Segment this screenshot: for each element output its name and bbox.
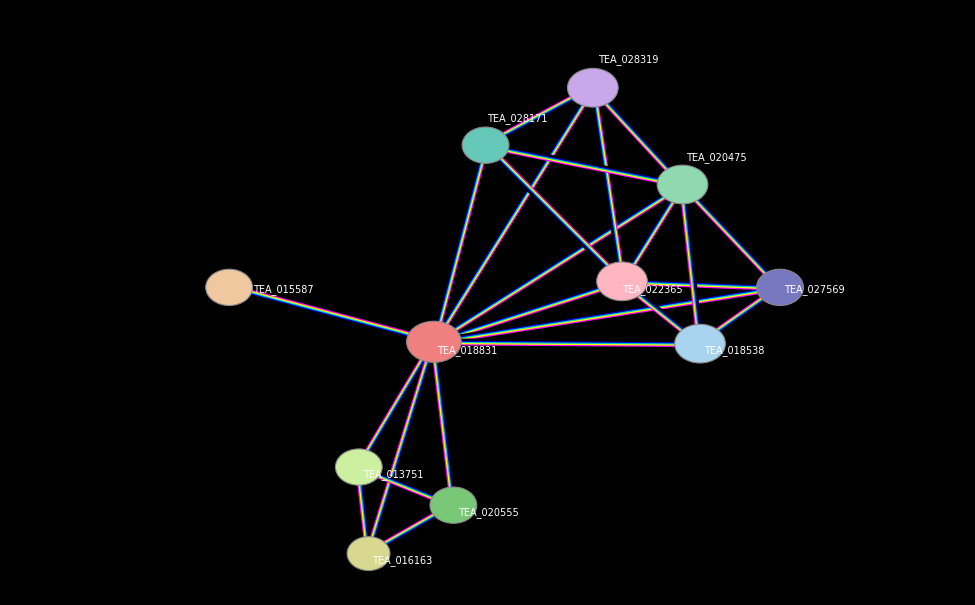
- Ellipse shape: [675, 324, 725, 363]
- Ellipse shape: [407, 321, 461, 362]
- Text: TEA_028319: TEA_028319: [598, 54, 658, 65]
- Text: TEA_018831: TEA_018831: [437, 345, 497, 356]
- Ellipse shape: [567, 68, 618, 107]
- Ellipse shape: [757, 269, 803, 306]
- Text: TEA_015587: TEA_015587: [254, 284, 314, 295]
- Text: TEA_020555: TEA_020555: [458, 507, 519, 518]
- Text: TEA_022365: TEA_022365: [622, 284, 682, 295]
- Ellipse shape: [206, 269, 253, 306]
- Ellipse shape: [597, 262, 647, 301]
- Text: TEA_020475: TEA_020475: [686, 152, 747, 163]
- Text: TEA_016163: TEA_016163: [372, 555, 433, 566]
- Text: TEA_027569: TEA_027569: [784, 284, 844, 295]
- Ellipse shape: [462, 127, 509, 163]
- Text: TEA_028171: TEA_028171: [488, 113, 548, 124]
- Ellipse shape: [347, 537, 390, 571]
- Ellipse shape: [430, 487, 477, 523]
- Ellipse shape: [657, 165, 708, 204]
- Ellipse shape: [335, 449, 382, 485]
- Text: TEA_013751: TEA_013751: [363, 469, 423, 480]
- Text: TEA_018538: TEA_018538: [704, 345, 764, 356]
